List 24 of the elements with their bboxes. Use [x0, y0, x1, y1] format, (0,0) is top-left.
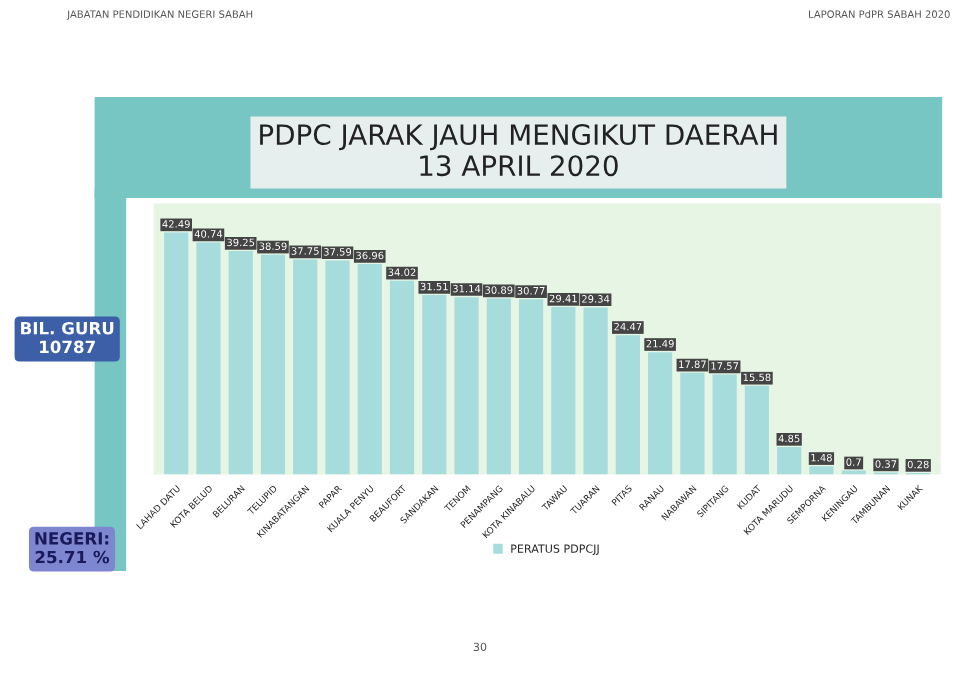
- bar: [809, 466, 834, 475]
- bar: [357, 263, 382, 475]
- text: NEGERI: 25.71 %: [35, 532, 110, 564]
- bar: [422, 295, 447, 475]
- bar: [260, 254, 286, 475]
- bar: [744, 385, 769, 475]
- bar: [712, 374, 737, 475]
- bar: [325, 260, 350, 475]
- bar: [551, 307, 576, 475]
- text: BIL. GURU 10787: [21, 321, 114, 354]
- bar: [680, 372, 705, 475]
- chart-title: PDPC JARAK JAUH MENGIKUT DAERAH 13 APRIL 2020: [260, 124, 777, 177]
- bar: [615, 335, 640, 475]
- bar: [777, 446, 802, 475]
- bar: [293, 259, 318, 475]
- bar: [164, 232, 189, 475]
- bar: [648, 352, 673, 475]
- bar: [196, 242, 221, 475]
- bar: [486, 298, 511, 475]
- bar: [583, 307, 608, 475]
- bar: [454, 297, 479, 475]
- bar: [518, 299, 544, 475]
- bar: [228, 250, 253, 475]
- bar: [389, 280, 415, 475]
